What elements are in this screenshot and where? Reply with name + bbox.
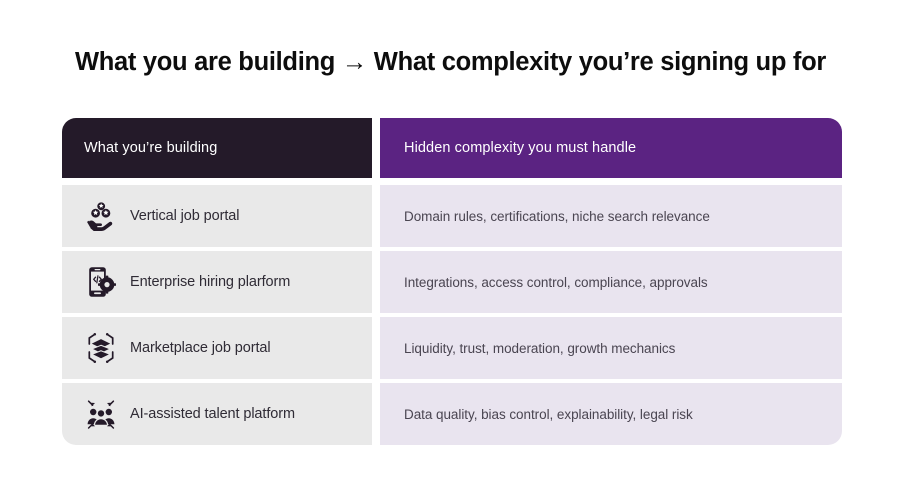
hand-holding-stars-icon bbox=[84, 199, 118, 233]
row-2-building-label: Enterprise hiring plarform bbox=[130, 274, 291, 290]
layers-hexagon-icon bbox=[84, 331, 118, 365]
table-row: Vertical job portal Domain rules, certif… bbox=[62, 185, 842, 247]
row-3-complexity-cell: Liquidity, trust, moderation, growth mec… bbox=[380, 317, 842, 379]
row-3-complexity-text: Liquidity, trust, moderation, growth mec… bbox=[404, 340, 676, 356]
table-row: Marketplace job portal Liquidity, trust,… bbox=[62, 317, 842, 379]
header-label-complexity: Hidden complexity you must handle bbox=[404, 140, 637, 156]
row-3-building-label: Marketplace job portal bbox=[130, 340, 271, 356]
row-2-building-cell: Enterprise hiring plarform bbox=[62, 251, 372, 313]
row-1-building-label: Vertical job portal bbox=[130, 208, 240, 224]
table-header-row: What you’re building Hidden complexity y… bbox=[62, 118, 842, 178]
row-4-building-cell: AI-assisted talent platform bbox=[62, 383, 372, 445]
header-cell-building: What you’re building bbox=[62, 118, 372, 178]
row-4-building-label: AI-assisted talent platform bbox=[130, 406, 295, 422]
row-2-complexity-cell: Integrations, access control, compliance… bbox=[380, 251, 842, 313]
row-1-complexity-text: Domain rules, certifications, niche sear… bbox=[404, 208, 710, 224]
phone-code-gear-icon bbox=[84, 265, 118, 299]
row-4-complexity-cell: Data quality, bias control, explainabili… bbox=[380, 383, 842, 445]
row-3-building-cell: Marketplace job portal bbox=[62, 317, 372, 379]
page-title: What you are building → What complexity … bbox=[75, 48, 826, 76]
table-row: Enterprise hiring plarform Integrations,… bbox=[62, 251, 842, 313]
row-1-complexity-cell: Domain rules, certifications, niche sear… bbox=[380, 185, 842, 247]
header-cell-complexity: Hidden complexity you must handle bbox=[380, 118, 842, 178]
row-1-building-cell: Vertical job portal bbox=[62, 185, 372, 247]
people-group-arrows-icon bbox=[84, 397, 118, 431]
row-4-complexity-text: Data quality, bias control, explainabili… bbox=[404, 406, 693, 422]
table-row: AI-assisted talent platform Data quality… bbox=[62, 383, 842, 445]
row-2-complexity-text: Integrations, access control, compliance… bbox=[404, 274, 708, 290]
header-label-building: What you’re building bbox=[84, 140, 218, 156]
comparison-table: What you’re building Hidden complexity y… bbox=[62, 118, 842, 445]
